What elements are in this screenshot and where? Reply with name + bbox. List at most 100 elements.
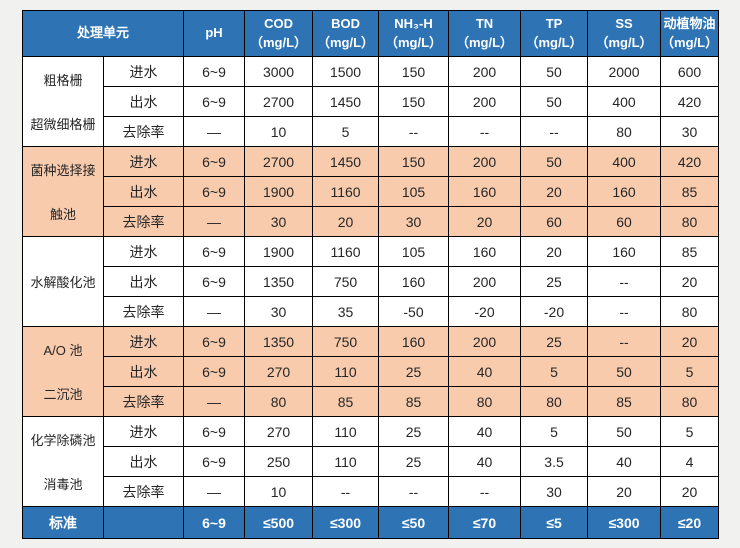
value-cell: 60 bbox=[587, 206, 662, 237]
row-label-cell: 进水 bbox=[102, 146, 185, 177]
value-cell: 85 bbox=[312, 386, 380, 417]
value-cell: 80 bbox=[660, 296, 720, 327]
standard-value-cell: ≤20 bbox=[660, 506, 720, 539]
value-cell: 40 bbox=[448, 356, 522, 387]
header-nh3h-line2: （mg/L） bbox=[384, 34, 443, 50]
unit-name-cell: 菌种选择接 触池 bbox=[22, 146, 104, 237]
value-cell: 150 bbox=[378, 56, 450, 87]
row-label-cell: 进水 bbox=[102, 416, 185, 447]
value-cell: 30 bbox=[378, 206, 450, 237]
header-tn-line1: TN bbox=[475, 15, 494, 31]
table-row: 出水 6~9 1350 750 160 200 25 -- 20 bbox=[23, 266, 720, 297]
table-row: A/O 池二沉池 进水 6~9 1350 750 160 200 25 -- 20 bbox=[22, 326, 720, 417]
value-cell: 20 bbox=[448, 206, 522, 237]
unit-name-line: 水解酸化池 bbox=[30, 275, 96, 290]
value-cell: 1350 bbox=[244, 266, 314, 297]
value-cell: 30 bbox=[660, 116, 720, 147]
value-cell: 750 bbox=[312, 266, 380, 297]
value-cell: 50 bbox=[520, 146, 589, 177]
unit-name-stack: 粗格栅 超微细格栅 bbox=[24, 58, 103, 146]
value-cell: 200 bbox=[448, 86, 522, 117]
value-cell: 2700 bbox=[244, 146, 314, 177]
value-cell: 50 bbox=[520, 86, 589, 117]
standard-value-cell: ≤5 bbox=[520, 506, 589, 539]
table-row: 去除率 —10 -- -- -- 30 20 20 bbox=[23, 476, 720, 507]
value-cell: 6~9 bbox=[183, 86, 246, 117]
value-cell: — bbox=[183, 476, 246, 507]
value-cell: 160 bbox=[448, 176, 522, 207]
row-label-cell: 出水 bbox=[102, 266, 185, 297]
value-cell: -- bbox=[378, 116, 450, 147]
table-row: 粗格栅 超微细格栅 进水 6~9 3000 1500 150 200 50 2000 600 bbox=[22, 56, 720, 147]
value-cell: 1900 bbox=[244, 176, 314, 207]
value-cell: 6~9 bbox=[183, 266, 246, 297]
unit-name-cell: 化学除磷池 消毒池 bbox=[22, 416, 104, 507]
value-cell: 6~9 bbox=[183, 416, 246, 447]
unit-name-cell: A/O 池二沉池 bbox=[22, 326, 104, 417]
value-cell: 150 bbox=[378, 86, 450, 117]
value-cell: 10 bbox=[244, 116, 314, 147]
standard-empty-cell bbox=[102, 506, 185, 539]
unit-name-line: 菌种选择接 bbox=[30, 163, 96, 178]
standard-value-cell: ≤70 bbox=[448, 506, 522, 539]
value-cell: 85 bbox=[587, 386, 662, 417]
value-cell: 400 bbox=[587, 86, 662, 117]
value-cell: 270 bbox=[244, 416, 314, 447]
value-cell: -- bbox=[587, 266, 662, 297]
value-cell: 5 bbox=[520, 416, 589, 447]
value-cell: 105 bbox=[378, 176, 450, 207]
value-cell: 80 bbox=[660, 386, 720, 417]
header-unit: 处理单元 bbox=[21, 10, 185, 57]
row-label-cell: 去除率 bbox=[102, 476, 185, 507]
value-cell: 200 bbox=[448, 146, 522, 177]
value-cell: -- bbox=[587, 326, 662, 357]
unit-name-line: 消毒池 bbox=[43, 477, 83, 492]
value-cell: 50 bbox=[587, 416, 662, 447]
value-cell: -- bbox=[448, 476, 522, 507]
value-cell: 85 bbox=[660, 176, 720, 207]
value-cell: -20 bbox=[520, 296, 589, 327]
value-cell: 3.5 bbox=[520, 446, 589, 477]
table-row: 出水 6~9 1900 1160 105 160 20 160 85 bbox=[23, 176, 720, 207]
value-cell: — bbox=[183, 206, 246, 237]
value-cell: 110 bbox=[312, 416, 380, 447]
table-row: 去除率 —80 85 85 80 80 85 80 bbox=[23, 386, 720, 417]
value-cell: — bbox=[183, 296, 246, 327]
value-cell: 5 bbox=[660, 356, 720, 387]
value-cell: 25 bbox=[378, 356, 450, 387]
value-cell: 270 bbox=[244, 356, 314, 387]
standard-value-cell: ≤300 bbox=[312, 506, 380, 539]
row-label-cell: 去除率 bbox=[102, 116, 185, 147]
value-cell: 6~9 bbox=[183, 176, 246, 207]
header-nh3h: NH₃-H （mg/L） bbox=[378, 10, 450, 57]
value-cell: 80 bbox=[660, 206, 720, 237]
row-label-cell: 去除率 bbox=[102, 206, 185, 237]
table-footer: 标准 6~9 ≤500 ≤300 ≤50 ≤70 ≤5 ≤300 ≤20 bbox=[22, 506, 720, 539]
unit-name-line: 超微细格栅 bbox=[30, 117, 96, 132]
unit-name-cell: 粗格栅 超微细格栅 bbox=[22, 56, 104, 147]
row-label-cell: 出水 bbox=[102, 176, 185, 207]
table-row: 出水 6~9 250 110 25 40 3.5 40 4 bbox=[23, 446, 720, 477]
value-cell: 4 bbox=[660, 446, 720, 477]
value-cell: 110 bbox=[312, 446, 380, 477]
value-cell: 1450 bbox=[312, 86, 380, 117]
value-cell: 1160 bbox=[312, 176, 380, 207]
value-cell: — bbox=[183, 116, 246, 147]
value-cell: 10 bbox=[244, 476, 314, 507]
table-row: 去除率 —30 35 -50 -20 -20 -- 80 bbox=[23, 296, 720, 327]
value-cell: 6~9 bbox=[183, 56, 246, 87]
unit-name-line: 粗格栅 bbox=[43, 73, 83, 88]
table-row: 化学除磷池 消毒池 进水 6~9 270 110 25 40 5 50 5 bbox=[22, 416, 720, 507]
value-cell: 400 bbox=[587, 146, 662, 177]
header-bod-line2: （mg/L） bbox=[316, 34, 375, 50]
standard-value-cell: ≤50 bbox=[378, 506, 450, 539]
value-cell: 40 bbox=[448, 416, 522, 447]
value-cell: 3000 bbox=[244, 56, 314, 87]
standard-value-cell: 6~9 bbox=[183, 506, 246, 539]
value-cell: 6~9 bbox=[183, 446, 246, 477]
value-cell: 6~9 bbox=[183, 146, 246, 177]
value-cell: 750 bbox=[312, 326, 380, 357]
unit-name-stack: 化学除磷池 消毒池 bbox=[24, 418, 103, 506]
value-cell: 1450 bbox=[312, 146, 380, 177]
value-cell: 6~9 bbox=[183, 326, 246, 357]
